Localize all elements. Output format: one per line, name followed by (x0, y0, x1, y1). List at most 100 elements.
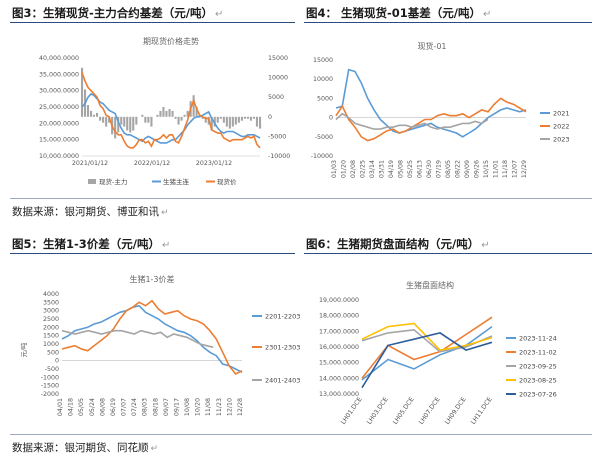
fig5-legend-label: 2401-2403 (265, 377, 300, 385)
fig6-legend-label: 2023-11-24 (519, 335, 557, 343)
fig4-x-tick: 04/19 (388, 160, 395, 178)
fig6-y-tick: 18,000.0000 (319, 313, 359, 320)
fig3-bar (114, 116, 117, 139)
fig3-yleft-tick: 10,000.0000 (39, 153, 79, 160)
fig6-legend-label: 2023-11-02 (519, 349, 557, 357)
fig3-bar (210, 116, 213, 131)
fig3-bar (259, 116, 262, 129)
row1-source: 数据来源：银河期货、博亚和讯 ↵ (12, 206, 169, 218)
fig4-x-tick: 12/07 (512, 160, 519, 178)
fig5-y-tick: 2000 (43, 324, 59, 331)
fig3-bar (120, 116, 123, 125)
fig3-bar (255, 116, 258, 127)
fig5-y-tick: -500 (45, 366, 59, 373)
fig3-bar (126, 116, 129, 131)
fig4-y-tick: 15000 (313, 57, 333, 64)
fig3-bar (183, 114, 186, 117)
fig5-y-label: 元/吨 (19, 342, 28, 357)
fig5-x-tick: 09/07 (163, 398, 170, 416)
fig4-x-tick: 03/31 (379, 160, 386, 178)
fig3-bar (213, 116, 216, 127)
fig3-yright-tick: 5000 (268, 94, 284, 101)
fig6-y-tick: 15,000.0000 (319, 360, 359, 367)
fig3-yleft-tick: 30,000.0000 (39, 88, 79, 95)
fig5-y-tick: 2500 (43, 316, 59, 323)
fig3-bar (174, 116, 177, 119)
fig3-bar (129, 116, 132, 133)
fig4-x-tick: 06/13 (417, 160, 424, 178)
fig5-x-tick: 10/20 (195, 398, 202, 416)
fig3-bar (135, 116, 138, 125)
fig3-bar (228, 116, 231, 129)
fig4-title: 图4： 生猪现货-01基差（元/吨） ↵ (306, 6, 492, 20)
fig3-bar (96, 112, 99, 117)
fig5-x-tick: 08/03 (142, 398, 149, 416)
fig5-x-tick: 08/18 (152, 398, 159, 416)
fig3-bar (219, 116, 222, 119)
fig3-x-tick: 2022/01/12 (134, 160, 170, 167)
fig3-bar (90, 110, 93, 117)
fig3-bar (159, 110, 162, 117)
fig3-bar (123, 116, 126, 127)
fig4-x-tick: 02/08 (350, 160, 357, 178)
fig6-y-tick: 14,000.0000 (319, 375, 359, 382)
row1-bottom-rule (10, 198, 592, 199)
fig4-x-tick: 01/03 (331, 160, 338, 178)
fig3-bar (222, 116, 225, 123)
fig3-bar (171, 110, 174, 117)
fig6-x-tick: LH09.DCE (444, 396, 468, 426)
fig3-bar (87, 105, 90, 117)
fig6-y-tick: 16,000.0000 (319, 344, 359, 351)
fig3-yleft-tick: 20,000.0000 (39, 120, 79, 127)
fig5-y-tick: 0 (55, 358, 59, 365)
fig5-x-tick: 07/24 (131, 398, 138, 416)
fig3-title: 图3：生猪现货-主力合约基差（元/吨） ↵ (12, 6, 224, 20)
fig3-bar (102, 116, 105, 123)
fig5-series-line-2201-2203 (61, 304, 243, 374)
fig5-y-tick: 4000 (43, 291, 59, 298)
fig6-series-line-2 (361, 328, 493, 353)
fig5-x-tick: 06/08 (99, 398, 106, 416)
fig5-series-line-2401-2403 (61, 329, 214, 349)
fig6-title: 图6：生猪期货盘面结构（元/吨） ↵ (306, 237, 490, 251)
fig4-y-tick: 10000 (313, 76, 333, 83)
fig3-bar (93, 114, 96, 117)
fig5-x-tick: 10/08 (184, 398, 191, 416)
fig6-x-tick: LH01.DCE (340, 396, 364, 426)
fig6-title-rule (304, 253, 592, 254)
fig3-bar (99, 116, 102, 121)
fig3-series-line-2 (81, 72, 261, 149)
fig4-x-tick: 09/26 (474, 160, 481, 178)
fig3-bar (195, 107, 198, 117)
fig5-x-tick: 12/10 (226, 398, 233, 416)
fig5-y-tick: -1000 (41, 374, 59, 381)
fig5-legend-label: 2301-2303 (265, 344, 300, 352)
fig3-yright-tick: 0 (268, 114, 272, 121)
fig5-x-tick: 05/24 (89, 398, 96, 416)
fig3-yleft-tick: 25,000.0000 (39, 104, 79, 111)
fig3-bar (243, 116, 246, 119)
fig3-bar (150, 116, 153, 127)
fig4-x-tick: 12/29 (521, 160, 528, 178)
fig5-y-tick: 3500 (43, 299, 59, 306)
fig5-x-tick: 11/23 (216, 398, 223, 416)
row2-bottom-rule (10, 434, 592, 435)
fig4-series-line-2023 (335, 112, 489, 130)
fig3-yleft-tick: 15,000.0000 (39, 137, 79, 144)
fig3-yright-tick: -10000 (268, 153, 290, 160)
fig5-chart-title: 生猪1-3价差 (129, 274, 174, 284)
fig5-y-tick: 1500 (43, 333, 59, 340)
fig3-bar (252, 116, 255, 119)
fig3-series-line-1 (81, 92, 261, 144)
fig5-x-tick: 09/17 (173, 398, 180, 416)
fig4-x-tick: 09/09 (464, 160, 471, 178)
fig5-y-tick: -2000 (41, 391, 59, 398)
fig5-title: 图5：生猪1-3价差（元/吨） ↵ (12, 237, 171, 251)
fig5-x-tick: 04/01 (57, 398, 64, 416)
fig3-chart-title: 期现货价格走势 (143, 36, 199, 46)
fig6-legend-label: 2023-08-25 (519, 377, 557, 385)
fig3-yright-tick: 15000 (268, 55, 288, 62)
fig3-bar (177, 116, 180, 125)
fig3-yleft-tick: 40,000.0000 (39, 55, 79, 62)
fig4-x-tick: 05/08 (398, 160, 405, 178)
